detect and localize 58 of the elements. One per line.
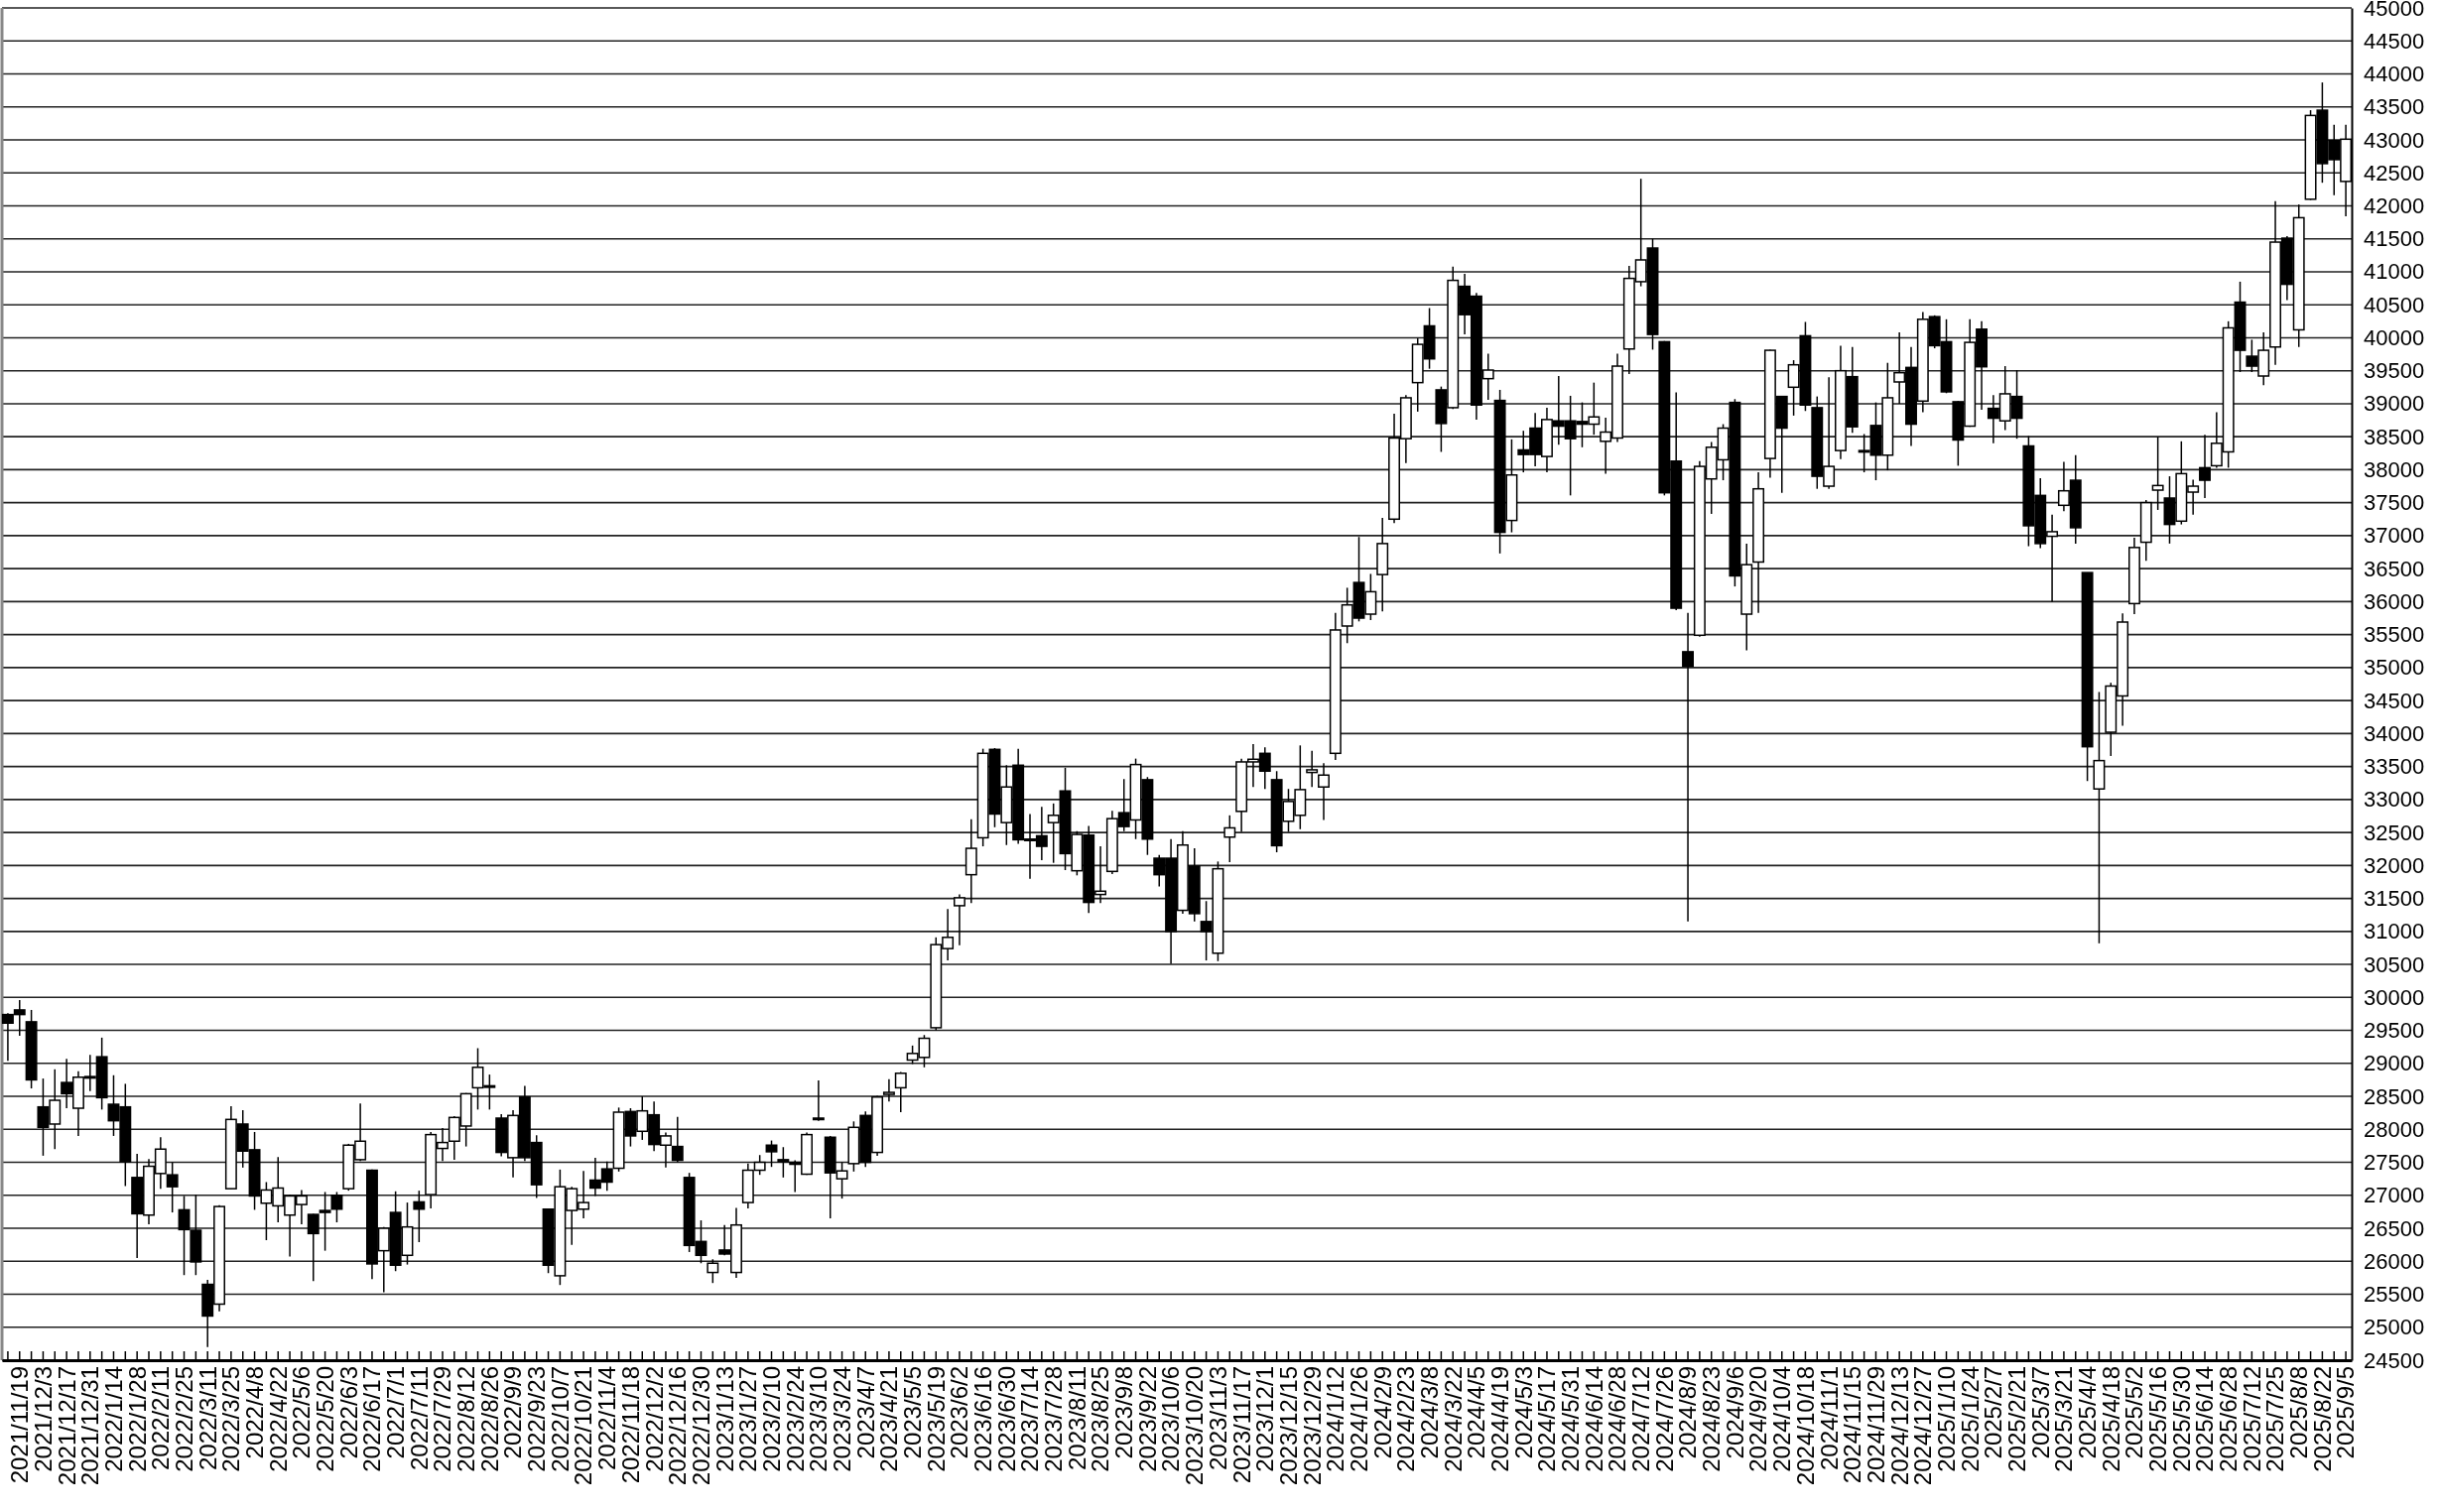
- y-tick-label: 40500: [2364, 292, 2425, 317]
- y-tick-label: 41500: [2364, 226, 2425, 252]
- candlestick: [1223, 815, 1236, 863]
- y-tick-label: 25000: [2364, 1315, 2425, 1340]
- y-tick-label: 28500: [2364, 1083, 2425, 1109]
- candlestick: [1318, 762, 1330, 821]
- y-tick-label: 33500: [2364, 754, 2425, 780]
- y-tick-label: 30500: [2364, 951, 2425, 977]
- candlestick: [2093, 691, 2106, 945]
- candlestick: [1682, 611, 1694, 923]
- y-tick-label: 25500: [2364, 1282, 2425, 1308]
- candlestick: [307, 1212, 320, 1282]
- y-tick-label: 27000: [2364, 1183, 2425, 1208]
- y-tick-label: 44500: [2364, 28, 2425, 54]
- y-tick-label: 37500: [2364, 490, 2425, 516]
- candlestick: [1306, 749, 1319, 788]
- y-tick-label: 45000: [2364, 0, 2425, 21]
- candlestick: [671, 1115, 684, 1164]
- y-tick-label: 35500: [2364, 622, 2425, 648]
- y-tick-label: 43500: [2364, 94, 2425, 120]
- candlestick: [954, 893, 965, 946]
- y-tick-label: 38000: [2364, 456, 2425, 482]
- y-tick-label: 42500: [2364, 160, 2425, 186]
- y-tick-label: 33000: [2364, 787, 2425, 813]
- candlestick: [812, 1079, 825, 1122]
- y-tick-label: 42000: [2364, 193, 2425, 218]
- y-tick-label: 37000: [2364, 523, 2425, 549]
- y-tick-label: 28000: [2364, 1116, 2425, 1142]
- y-tick-label: 31500: [2364, 886, 2425, 912]
- y-tick-label: 39500: [2364, 358, 2425, 384]
- y-tick-label: 24500: [2364, 1347, 2425, 1373]
- y-tick-label: 36500: [2364, 556, 2425, 581]
- y-tick-label: 29000: [2364, 1051, 2425, 1076]
- candlestick: [882, 1078, 895, 1103]
- y-tick-label: 36000: [2364, 588, 2425, 614]
- y-tick-label: 43000: [2364, 127, 2425, 153]
- y-tick-label: 32500: [2364, 819, 2425, 845]
- candlestick: [707, 1258, 719, 1284]
- y-tick-label: 31000: [2364, 919, 2425, 945]
- candlestick: [2199, 434, 2211, 499]
- y-tick-label: 26500: [2364, 1215, 2425, 1241]
- y-tick-label: 34000: [2364, 720, 2425, 746]
- candlestick: [2151, 436, 2164, 511]
- y-tick-label: 34500: [2364, 688, 2425, 713]
- y-tick-label: 44000: [2364, 62, 2425, 87]
- candlestick: [894, 1071, 907, 1113]
- y-tick-label: 38500: [2364, 424, 2425, 449]
- y-tick-label: 30000: [2364, 984, 2425, 1010]
- y-tick-label: 27500: [2364, 1150, 2425, 1176]
- y-tick-label: 29500: [2364, 1018, 2425, 1044]
- candlestick: [413, 1190, 426, 1243]
- y-tick-label: 35000: [2364, 655, 2425, 681]
- y-tick-label: 39000: [2364, 391, 2425, 417]
- y-tick-label: 32000: [2364, 852, 2425, 878]
- y-tick-label: 26000: [2364, 1248, 2425, 1274]
- y-tick-label: 41000: [2364, 259, 2425, 285]
- candlestick: [765, 1139, 778, 1168]
- y-tick-label: 40000: [2364, 324, 2425, 350]
